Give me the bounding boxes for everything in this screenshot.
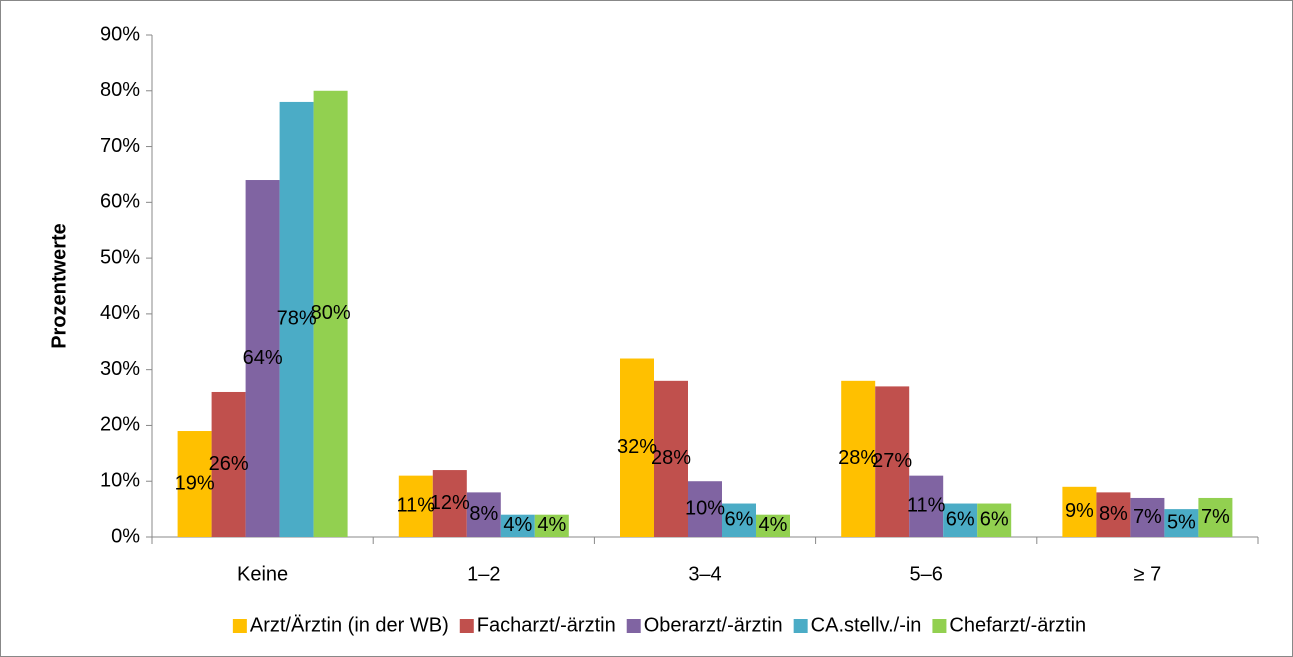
data-label: 6% bbox=[725, 509, 754, 531]
y-tick-label: 10% bbox=[100, 470, 140, 492]
data-label: 28% bbox=[838, 447, 878, 469]
data-label: 27% bbox=[872, 450, 912, 472]
data-label: 5% bbox=[1167, 511, 1196, 533]
data-label: 6% bbox=[980, 509, 1009, 531]
data-label: 12% bbox=[430, 492, 470, 514]
bar bbox=[654, 380, 688, 537]
bar bbox=[943, 503, 978, 537]
y-tick-label: 40% bbox=[100, 302, 140, 324]
data-label: 80% bbox=[311, 302, 351, 324]
legend-label: Arzt/Ärztin (in der WB) bbox=[250, 614, 449, 636]
y-tick-label: 20% bbox=[100, 414, 140, 436]
bar bbox=[1096, 492, 1131, 537]
bar bbox=[1130, 497, 1165, 537]
data-label: 78% bbox=[277, 308, 317, 330]
bar bbox=[1198, 497, 1233, 537]
bar bbox=[398, 475, 433, 537]
data-label: 26% bbox=[209, 453, 249, 475]
data-label: 7% bbox=[1201, 506, 1230, 528]
data-label: 28% bbox=[651, 447, 691, 469]
bar bbox=[313, 90, 348, 538]
bar bbox=[875, 386, 910, 537]
y-tick-label: 60% bbox=[100, 191, 140, 213]
y-axis-title: Prozentwerte bbox=[48, 223, 70, 349]
data-label: 32% bbox=[617, 436, 657, 458]
y-tick-label: 80% bbox=[100, 79, 140, 101]
data-label: 7% bbox=[1133, 506, 1162, 528]
legend-swatch bbox=[459, 619, 474, 633]
bar bbox=[245, 180, 280, 537]
x-tick-label: 1–2 bbox=[467, 563, 500, 585]
data-label: 6% bbox=[946, 509, 975, 531]
data-label: 9% bbox=[1065, 500, 1094, 522]
y-tick-label: 0% bbox=[111, 525, 140, 547]
x-tick-label: Keine bbox=[237, 563, 288, 585]
bar bbox=[977, 503, 1012, 537]
data-label: 8% bbox=[469, 503, 498, 525]
legend-label: CA.stellv./-in bbox=[811, 614, 922, 636]
data-label: 4% bbox=[759, 514, 788, 536]
bar bbox=[756, 514, 790, 537]
bar bbox=[909, 475, 944, 537]
bar bbox=[177, 431, 212, 537]
x-tick-label: ≥ 7 bbox=[1134, 563, 1162, 585]
bar bbox=[432, 470, 467, 537]
y-tick-label: 90% bbox=[100, 23, 140, 45]
legend-swatch bbox=[793, 619, 808, 633]
y-tick-label: 70% bbox=[100, 135, 140, 157]
data-label: 4% bbox=[537, 514, 566, 536]
data-label: 4% bbox=[503, 514, 532, 536]
bar bbox=[722, 503, 756, 537]
bar bbox=[841, 380, 876, 537]
data-label: 64% bbox=[243, 347, 283, 369]
legend-label: Chefarzt/-ärztin bbox=[949, 614, 1086, 636]
x-tick-label: 3–4 bbox=[688, 563, 721, 585]
bar bbox=[1164, 509, 1199, 537]
data-label: 8% bbox=[1099, 503, 1128, 525]
bar bbox=[279, 101, 314, 537]
legend-label: Facharzt/-ärztin bbox=[477, 614, 616, 636]
x-tick-label: 5–6 bbox=[910, 563, 943, 585]
bar bbox=[534, 514, 569, 537]
bar bbox=[211, 391, 246, 537]
bar bbox=[466, 492, 501, 537]
bar bbox=[500, 514, 535, 537]
bar bbox=[688, 481, 722, 537]
y-tick-label: 50% bbox=[100, 246, 140, 268]
data-label: 10% bbox=[685, 497, 725, 519]
bar bbox=[1062, 486, 1097, 537]
data-label: 11% bbox=[907, 495, 946, 517]
legend-label: Oberarzt/-ärztin bbox=[644, 614, 783, 636]
legend-swatch bbox=[232, 619, 247, 633]
legend-swatch bbox=[626, 619, 641, 633]
bar bbox=[620, 358, 654, 537]
data-label: 11% bbox=[397, 495, 436, 517]
data-label: 19% bbox=[175, 472, 215, 494]
legend-swatch bbox=[932, 619, 947, 633]
y-tick-label: 30% bbox=[100, 358, 140, 380]
